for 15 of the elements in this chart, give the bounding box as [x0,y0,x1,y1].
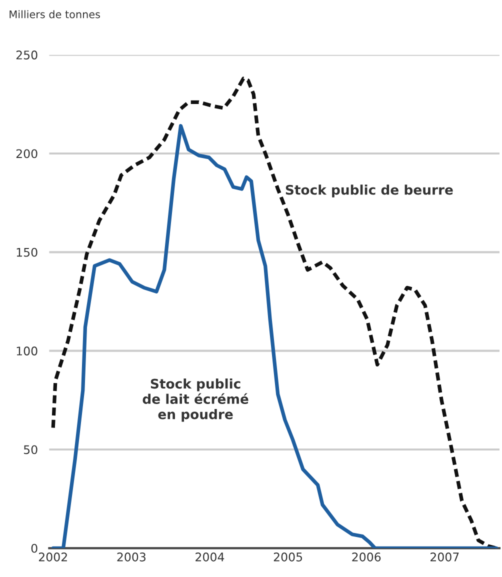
annotation: Stock public de lait écrémé en poudre [142,378,248,422]
y-tick-label: 100 [16,346,38,356]
x-tick-label: 2007 [430,552,459,562]
x-tick-label: 2006 [352,552,381,562]
y-tick-label: 0 [31,544,38,553]
x-tick-label: 2004 [196,552,224,562]
x-tick-label: 2002 [38,552,67,562]
y-tick-label: 150 [16,248,38,257]
annotation: Stock public de beurre [286,184,453,198]
y-tick-label: 50 [24,445,38,454]
y-tick-label: 250 [16,50,38,60]
x-tick-label: 2003 [117,552,146,562]
x-tick-label: 2005 [274,552,302,562]
y-axis-title: Milliers de tonnes [10,10,100,18]
y-tick-label: 200 [16,149,38,158]
